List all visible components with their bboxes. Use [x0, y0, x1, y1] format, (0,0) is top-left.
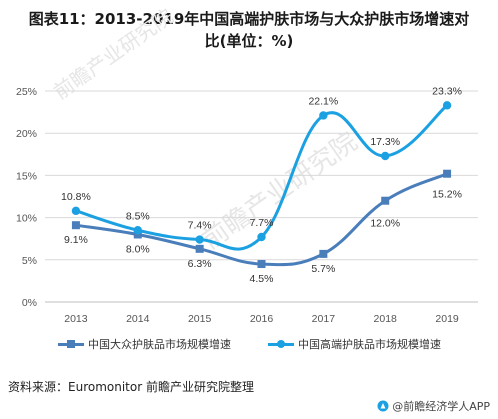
watermark-text: 前瞻产业研究院 [197, 127, 363, 256]
x-tick-label: 2014 [126, 313, 150, 325]
brand-logo-icon [377, 400, 389, 412]
legend-item-high: 中国高端护肤品市场规模增速 [268, 336, 441, 352]
chart-title-line1: 图表11：2013-2019年中国高端护肤市场与大众护肤市场增速对 [28, 10, 470, 28]
data-label-mass: 6.3% [188, 258, 212, 270]
legend-label-mass: 中国大众护肤品市场规模增速 [88, 338, 231, 351]
chart-title-line2: 比(单位：%) [204, 32, 294, 50]
data-label-high: 17.3% [370, 136, 400, 148]
data-point-high [442, 101, 452, 110]
legend-swatch-square-icon [58, 339, 84, 349]
data-point-mass [195, 244, 204, 253]
data-label-high: 23.3% [432, 85, 462, 97]
x-tick-label: 2019 [435, 313, 459, 325]
data-point-mass [71, 221, 80, 230]
data-point-mass [381, 196, 390, 205]
data-point-mass [319, 249, 328, 258]
data-label-high: 7.4% [188, 220, 212, 232]
y-tick-label: 20% [16, 128, 37, 140]
x-tick-label: 2017 [312, 313, 336, 325]
source-note: 资料来源：Euromonitor 前瞻产业研究院整理 [8, 380, 254, 394]
data-point-high [257, 232, 266, 242]
data-point-mass [257, 260, 266, 269]
data-label-mass: 15.2% [432, 189, 462, 201]
data-labels: 9.1% 8.0% 6.3% 4.5% 5.7% 12.0% 15.2% 10.8% 8.5% 7… [61, 85, 462, 285]
chart-title: 图表11：2013-2019年中国高端护肤市场与大众护肤市场增速对 比(单位：%… [0, 8, 498, 52]
y-tick-label: 0% [22, 297, 37, 309]
data-label-mass: 5.7% [311, 263, 335, 275]
data-point-high [71, 206, 81, 216]
data-label-high: 10.8% [61, 191, 91, 203]
data-point-high [195, 235, 204, 244]
legend: 中国大众护肤品市场规模增速 中国高端护肤品市场规模增速 [0, 336, 498, 354]
data-label-high: 8.5% [126, 210, 150, 222]
y-tick-label: 15% [16, 170, 37, 182]
data-label-mass: 9.1% [64, 234, 88, 246]
data-point-mass [133, 230, 142, 239]
data-label-mass: 4.5% [250, 273, 274, 285]
data-point-mass [443, 169, 452, 178]
x-axis: 2013 2014 2015 2016 2017 2018 2019 [45, 301, 478, 325]
x-tick-label: 2015 [188, 313, 212, 325]
legend-item-mass: 中国大众护肤品市场规模增速 [58, 336, 231, 352]
legend-swatch-circle-icon [268, 339, 294, 349]
series-layer [71, 101, 452, 269]
legend-label-high: 中国高端护肤品市场规模增速 [298, 338, 441, 351]
credit: @前瞻经济学人APP [377, 398, 490, 414]
data-point-high [319, 111, 328, 120]
credit-text: @前瞻经济学人APP [392, 400, 490, 413]
x-tick-label: 2016 [250, 313, 274, 325]
y-axis: 0% 5% 10% 15% 20% 25% [16, 86, 37, 309]
y-tick-label: 25% [16, 86, 37, 98]
watermark-text: 前瞻产业研究院 [49, 4, 177, 104]
data-point-high [133, 226, 142, 235]
y-tick-label: 10% [16, 213, 37, 225]
y-tick-label: 5% [22, 255, 37, 267]
data-point-high [381, 151, 390, 161]
x-tick-label: 2013 [64, 313, 88, 325]
data-label-mass: 8.0% [126, 243, 150, 255]
data-label-mass: 12.0% [370, 218, 400, 230]
x-tick-label: 2018 [374, 313, 398, 325]
data-label-high: 7.7% [250, 217, 274, 229]
data-label-high: 22.1% [308, 95, 338, 107]
